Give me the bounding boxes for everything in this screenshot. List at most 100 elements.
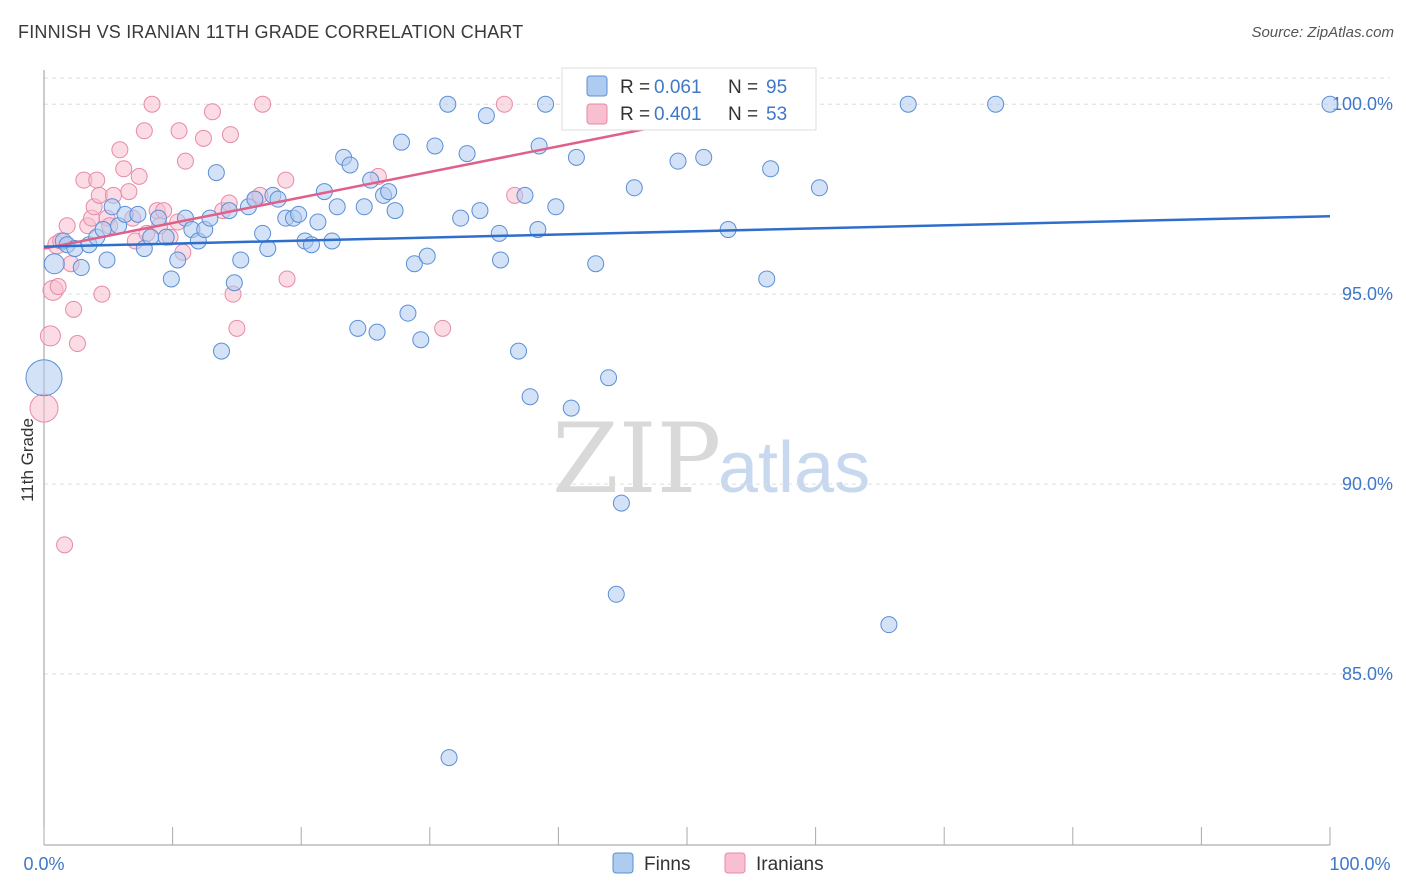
finns-point <box>625 179 643 197</box>
finns-point <box>458 145 476 163</box>
finns-point <box>600 369 618 387</box>
iranians-point <box>143 95 161 113</box>
finns-point <box>587 255 605 273</box>
finns-point <box>695 148 713 166</box>
finns-point <box>129 205 147 223</box>
iranians-point <box>115 160 133 178</box>
finns-point <box>169 251 187 269</box>
bottom-legend-iranians-swatch <box>724 852 746 874</box>
finns-point <box>399 304 417 322</box>
legend-finns-n-label: N = <box>728 77 758 98</box>
finns-point <box>207 164 225 182</box>
finns-point <box>612 494 630 512</box>
iranians-point <box>254 95 272 113</box>
finns-point <box>162 270 180 288</box>
y-tick-label: 90.0% <box>1342 474 1393 494</box>
finns-point <box>418 247 436 265</box>
finns-point <box>510 342 528 360</box>
y-tick-label: 95.0% <box>1342 284 1393 304</box>
finns-point <box>452 209 470 227</box>
finns-point <box>669 152 687 170</box>
finns-point <box>225 274 243 292</box>
watermark: ZIP atlas <box>552 403 870 515</box>
iranians-point <box>49 278 67 296</box>
iranians-point <box>65 300 83 318</box>
legend-iranians-r-value: 0.401 <box>654 104 702 125</box>
iranians-point <box>88 171 106 189</box>
watermark-atlas: atlas <box>718 428 870 508</box>
iranians-point <box>203 103 221 121</box>
iranians-point <box>434 319 452 337</box>
series-legend: Finns Iranians <box>612 852 824 875</box>
finns-point <box>43 253 65 275</box>
finns-point <box>521 388 539 406</box>
iranians-point <box>170 122 188 140</box>
iranians-point <box>221 126 239 144</box>
finns-point <box>254 224 272 242</box>
iranians-point <box>176 152 194 170</box>
finns-point <box>380 183 398 201</box>
y-tick-label: 100.0% <box>1332 94 1393 114</box>
bottom-legend-finns-label: Finns <box>644 854 690 875</box>
finns-point <box>1321 95 1339 113</box>
finns-point <box>547 198 565 216</box>
x-tick-label-min: 0.0% <box>23 854 64 874</box>
finns-point <box>412 331 430 349</box>
iranians-point <box>130 167 148 185</box>
finns-point <box>98 251 116 269</box>
finns-point <box>259 240 277 258</box>
y-tick-label: 85.0% <box>1342 664 1393 684</box>
legend-finns-r-label: R = <box>620 77 650 98</box>
iranians-point <box>120 183 138 201</box>
iranians-point <box>93 285 111 303</box>
finns-point <box>529 221 547 239</box>
legend-iranians-swatch <box>586 103 608 125</box>
finns-point <box>405 255 423 273</box>
finns-point <box>492 251 510 269</box>
finns-point <box>607 585 625 603</box>
finns-point <box>762 160 780 178</box>
iranians-point <box>277 171 295 189</box>
legend-finns-r-value: 0.061 <box>654 77 702 98</box>
finns-point <box>309 213 327 231</box>
x-tick-marks <box>43 827 1331 845</box>
finns-point <box>157 228 175 246</box>
finns-point <box>477 107 495 125</box>
iranians-point <box>56 536 74 554</box>
finns-point <box>439 95 457 113</box>
finns-point <box>72 259 90 277</box>
finns-point <box>899 95 917 113</box>
legend-iranians-n-value: 53 <box>766 104 787 125</box>
finns-point <box>368 323 386 341</box>
finns-point <box>349 319 367 337</box>
bottom-legend-iranians-label: Iranians <box>756 854 824 875</box>
finns-point <box>537 95 555 113</box>
finns-point <box>328 198 346 216</box>
correlation-legend: R = 0.061 N = 95 R = 0.401 N = 53 <box>561 67 817 131</box>
finns-point <box>290 205 308 223</box>
finns-point <box>562 399 580 417</box>
iranians-point <box>495 95 513 113</box>
finns-trend-line <box>43 215 1331 248</box>
finns-point <box>567 148 585 166</box>
iranians-point <box>68 335 86 353</box>
chart-title: FINNISH VS IRANIAN 11TH GRADE CORRELATIO… <box>18 22 524 42</box>
iranians-point <box>194 129 212 147</box>
legend-finns-n-value: 95 <box>766 77 787 98</box>
iranians-point <box>135 122 153 140</box>
iranians-point <box>58 217 76 235</box>
iranians-point <box>228 319 246 337</box>
finns-point <box>201 209 219 227</box>
iranians-point <box>278 270 296 288</box>
finns-point <box>103 198 121 216</box>
finns-point <box>810 179 828 197</box>
legend-finns-swatch <box>586 75 608 97</box>
finns-point <box>25 359 63 397</box>
bottom-legend-finns-swatch <box>612 852 634 874</box>
finns-point <box>393 133 411 151</box>
finns-point <box>269 190 287 208</box>
legend-iranians-n-label: N = <box>728 104 758 125</box>
iranians-point <box>29 393 59 423</box>
finns-point <box>987 95 1005 113</box>
